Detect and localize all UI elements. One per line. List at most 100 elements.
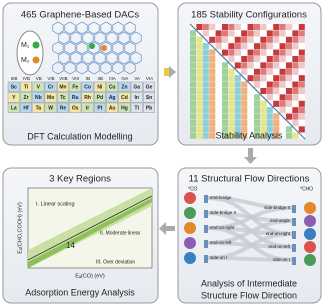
element-symbol: Au	[109, 106, 116, 112]
heat-cell	[267, 50, 273, 56]
heat-cell	[216, 107, 222, 113]
heat-cell	[286, 114, 292, 120]
heat-cell	[241, 101, 247, 107]
heat-cell	[216, 56, 222, 62]
element-symbol: Ru	[72, 95, 79, 101]
heat-cell	[286, 24, 292, 30]
node-label: end-bridge	[210, 195, 232, 200]
heat-cell	[235, 107, 241, 113]
group-label: IVA	[121, 76, 128, 81]
heat-cell	[286, 88, 292, 94]
heat-cell	[235, 37, 241, 43]
heat-cell	[209, 62, 215, 68]
heat-cell	[299, 107, 305, 113]
flow-node	[204, 240, 208, 248]
heat-cell	[216, 101, 222, 107]
heat-cell	[267, 62, 273, 68]
heat-cell	[241, 37, 247, 43]
heatmap	[190, 24, 305, 139]
heat-cell	[203, 82, 209, 88]
heat-cell	[190, 88, 196, 94]
heat-cell	[292, 133, 298, 139]
heat-cell	[203, 133, 209, 139]
heat-cell	[260, 88, 266, 94]
element-symbol: Re	[60, 106, 67, 112]
heat-cell	[286, 69, 292, 75]
heat-cell	[273, 24, 279, 30]
heat-cell	[196, 43, 202, 49]
heat-cell	[190, 101, 196, 107]
heat-cell	[292, 37, 298, 43]
heat-cell	[248, 75, 254, 81]
heat-cell	[190, 56, 196, 62]
heat-cell	[267, 30, 273, 36]
region-label: I. Linear scaling	[36, 201, 75, 207]
heat-cell	[248, 107, 254, 113]
heat-cell	[190, 30, 196, 36]
heat-cell	[235, 88, 241, 94]
heat-cell	[216, 62, 222, 68]
heat-cell	[228, 120, 234, 126]
heat-cell	[190, 82, 196, 88]
node-label: end-angle	[270, 218, 291, 223]
heat-cell	[292, 88, 298, 94]
node-label: end-on-left	[210, 240, 232, 245]
flow-node	[204, 255, 208, 263]
heat-cell	[241, 62, 247, 68]
heat-cell	[248, 101, 254, 107]
element-symbol: Ir	[86, 106, 89, 112]
heat-cell	[241, 56, 247, 62]
heat-cell	[216, 37, 222, 43]
heat-cell	[228, 88, 234, 94]
heat-cell	[299, 56, 305, 62]
heat-cell	[222, 30, 228, 36]
heat-cell	[235, 56, 241, 62]
heat-cell	[254, 101, 260, 107]
heat-cell	[241, 50, 247, 56]
atom	[33, 42, 40, 49]
element-symbol: Rh	[84, 95, 91, 101]
element-symbol: Ni	[97, 85, 103, 91]
heat-cell	[254, 82, 260, 88]
heat-cell	[241, 43, 247, 49]
heat-cell	[190, 133, 196, 139]
heat-cell	[216, 94, 222, 100]
heat-cell	[280, 30, 286, 36]
heat-cell	[267, 107, 273, 113]
element-symbol: Fe	[72, 85, 78, 91]
heat-cell	[209, 107, 215, 113]
heat-cell	[196, 107, 202, 113]
element-symbol: Cr	[48, 85, 54, 91]
heat-cell	[196, 133, 202, 139]
heat-cell	[299, 101, 305, 107]
structure-icon	[304, 215, 316, 227]
heat-cell	[267, 75, 273, 81]
heat-cell	[292, 30, 298, 36]
heat-cell	[196, 75, 202, 81]
heat-cell	[280, 43, 286, 49]
flow-node	[292, 231, 296, 239]
heat-cell	[216, 114, 222, 120]
heat-cell	[209, 133, 215, 139]
node-label: side-on I	[210, 255, 227, 260]
heat-cell	[196, 37, 202, 43]
heat-cell	[190, 114, 196, 120]
element-symbol: Cd	[121, 95, 128, 101]
heat-cell	[222, 24, 228, 30]
heat-cell	[254, 120, 260, 126]
heat-cell	[248, 120, 254, 126]
panel-caption: Analysis of Intermediate	[201, 278, 297, 288]
heat-cell	[235, 24, 241, 30]
heat-cell	[273, 101, 279, 107]
heat-cell	[248, 37, 254, 43]
heat-cell	[273, 120, 279, 126]
group-label: IIIB	[11, 76, 18, 81]
heat-cell	[209, 82, 215, 88]
heat-cell	[190, 43, 196, 49]
heat-cell	[260, 101, 266, 107]
heat-cell	[286, 37, 292, 43]
heat-cell	[203, 30, 209, 36]
panel-title: 465 Graphene-Based DACs	[21, 10, 140, 21]
element-symbol: W	[48, 106, 53, 112]
heat-cell	[216, 69, 222, 75]
